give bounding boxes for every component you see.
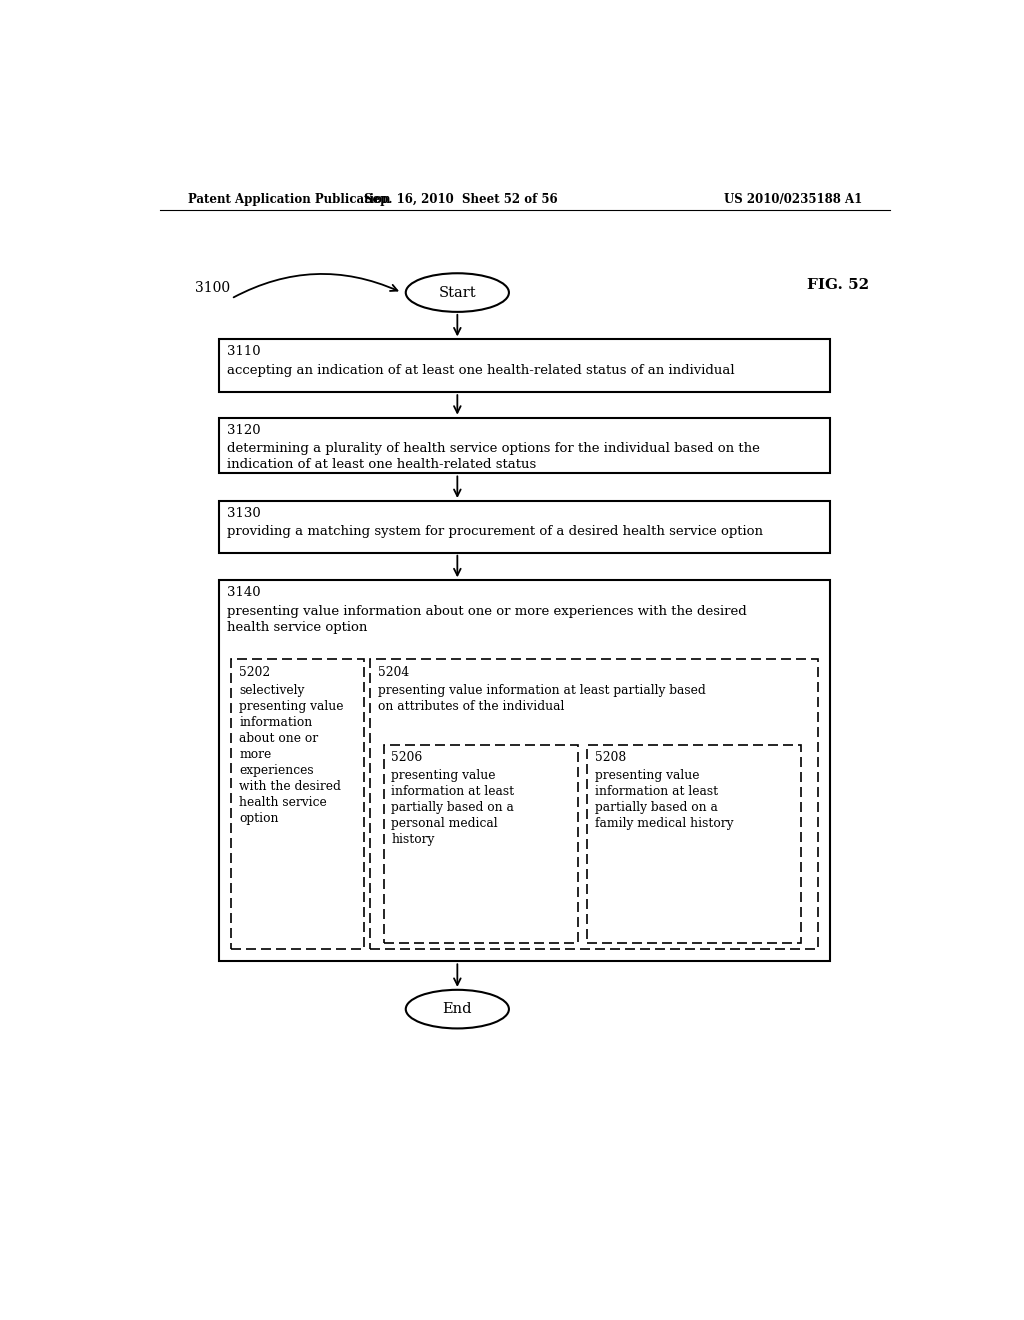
Text: determining a plurality of health service options for the individual based on th: determining a plurality of health servic… bbox=[227, 442, 760, 471]
Text: providing a matching system for procurement of a desired health service option: providing a matching system for procurem… bbox=[227, 525, 763, 539]
Text: 3120: 3120 bbox=[227, 424, 261, 437]
Ellipse shape bbox=[406, 990, 509, 1028]
Text: Sep. 16, 2010  Sheet 52 of 56: Sep. 16, 2010 Sheet 52 of 56 bbox=[365, 193, 558, 206]
Bar bbox=[219, 417, 830, 474]
Text: 3110: 3110 bbox=[227, 346, 261, 359]
Text: 5208: 5208 bbox=[595, 751, 626, 764]
Text: End: End bbox=[442, 1002, 472, 1016]
Text: 5204: 5204 bbox=[378, 665, 410, 678]
Text: FIG. 52: FIG. 52 bbox=[807, 279, 868, 293]
Bar bbox=[384, 744, 578, 942]
Ellipse shape bbox=[406, 273, 509, 312]
Text: Patent Application Publication: Patent Application Publication bbox=[187, 193, 390, 206]
Text: 3100: 3100 bbox=[196, 281, 230, 296]
Bar bbox=[231, 660, 365, 949]
Text: presenting value
information at least
partially based on a
family medical histor: presenting value information at least pa… bbox=[595, 770, 733, 830]
Bar bbox=[587, 744, 801, 942]
Text: US 2010/0235188 A1: US 2010/0235188 A1 bbox=[724, 193, 862, 206]
Text: 5206: 5206 bbox=[391, 751, 423, 764]
Text: presenting value
information at least
partially based on a
personal medical
hist: presenting value information at least pa… bbox=[391, 770, 515, 846]
Text: selectively
presenting value
information
about one or
more
experiences
with the : selectively presenting value information… bbox=[240, 684, 344, 825]
Bar bbox=[219, 581, 830, 961]
Text: 5202: 5202 bbox=[240, 665, 270, 678]
Text: 3130: 3130 bbox=[227, 507, 261, 520]
Text: presenting value information at least partially based
on attributes of the indiv: presenting value information at least pa… bbox=[378, 684, 706, 713]
Text: 3140: 3140 bbox=[227, 586, 261, 599]
Text: presenting value information about one or more experiences with the desired
heal: presenting value information about one o… bbox=[227, 605, 746, 634]
Bar bbox=[219, 339, 830, 392]
Text: accepting an indication of at least one health-related status of an individual: accepting an indication of at least one … bbox=[227, 364, 735, 376]
Text: Start: Start bbox=[438, 285, 476, 300]
Bar bbox=[370, 660, 818, 949]
Bar bbox=[219, 500, 830, 553]
